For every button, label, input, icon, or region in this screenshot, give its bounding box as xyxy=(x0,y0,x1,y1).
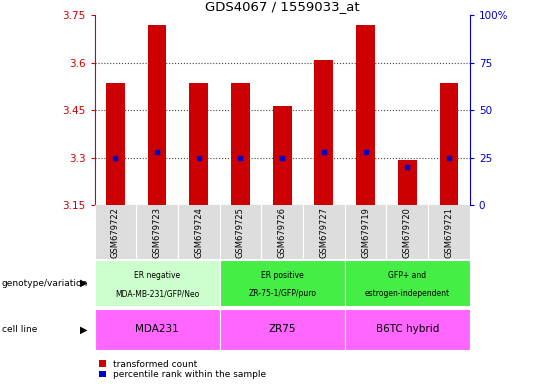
Text: ▶: ▶ xyxy=(80,278,87,288)
Bar xyxy=(220,309,345,349)
Bar xyxy=(190,83,208,205)
Text: MDA-MB-231/GFP/Neo: MDA-MB-231/GFP/Neo xyxy=(115,289,199,298)
Bar xyxy=(94,309,220,349)
Text: GSM679725: GSM679725 xyxy=(236,207,245,258)
Bar xyxy=(356,25,375,205)
Bar xyxy=(273,106,292,205)
Text: cell line: cell line xyxy=(2,325,37,334)
Text: GSM679721: GSM679721 xyxy=(444,207,454,258)
Bar xyxy=(220,260,345,306)
Text: GSM679719: GSM679719 xyxy=(361,207,370,258)
Text: GSM679723: GSM679723 xyxy=(153,207,161,258)
Bar xyxy=(398,159,417,205)
Bar xyxy=(94,260,220,306)
Text: GFP+ and: GFP+ and xyxy=(388,271,426,280)
Bar xyxy=(440,83,458,205)
Text: ER positive: ER positive xyxy=(261,271,303,280)
Text: GSM679720: GSM679720 xyxy=(403,207,412,258)
Text: GSM679724: GSM679724 xyxy=(194,207,203,258)
Text: genotype/variation: genotype/variation xyxy=(2,279,88,288)
Bar xyxy=(147,25,166,205)
Title: GDS4067 / 1559033_at: GDS4067 / 1559033_at xyxy=(205,0,360,13)
Text: ZR75: ZR75 xyxy=(268,324,296,334)
Text: MDA231: MDA231 xyxy=(135,324,179,334)
Text: estrogen-independent: estrogen-independent xyxy=(364,289,450,298)
Text: GSM679722: GSM679722 xyxy=(111,207,120,258)
Text: ER negative: ER negative xyxy=(134,271,180,280)
Bar xyxy=(106,83,125,205)
Text: ZR-75-1/GFP/puro: ZR-75-1/GFP/puro xyxy=(248,289,316,298)
Bar xyxy=(231,83,250,205)
Bar xyxy=(314,60,333,205)
Text: ▶: ▶ xyxy=(80,324,87,334)
Legend: transformed count, percentile rank within the sample: transformed count, percentile rank withi… xyxy=(99,360,267,379)
Text: GSM679726: GSM679726 xyxy=(278,207,287,258)
Bar xyxy=(345,260,470,306)
Text: B6TC hybrid: B6TC hybrid xyxy=(375,324,439,334)
Bar xyxy=(345,309,470,349)
Text: GSM679727: GSM679727 xyxy=(319,207,328,258)
